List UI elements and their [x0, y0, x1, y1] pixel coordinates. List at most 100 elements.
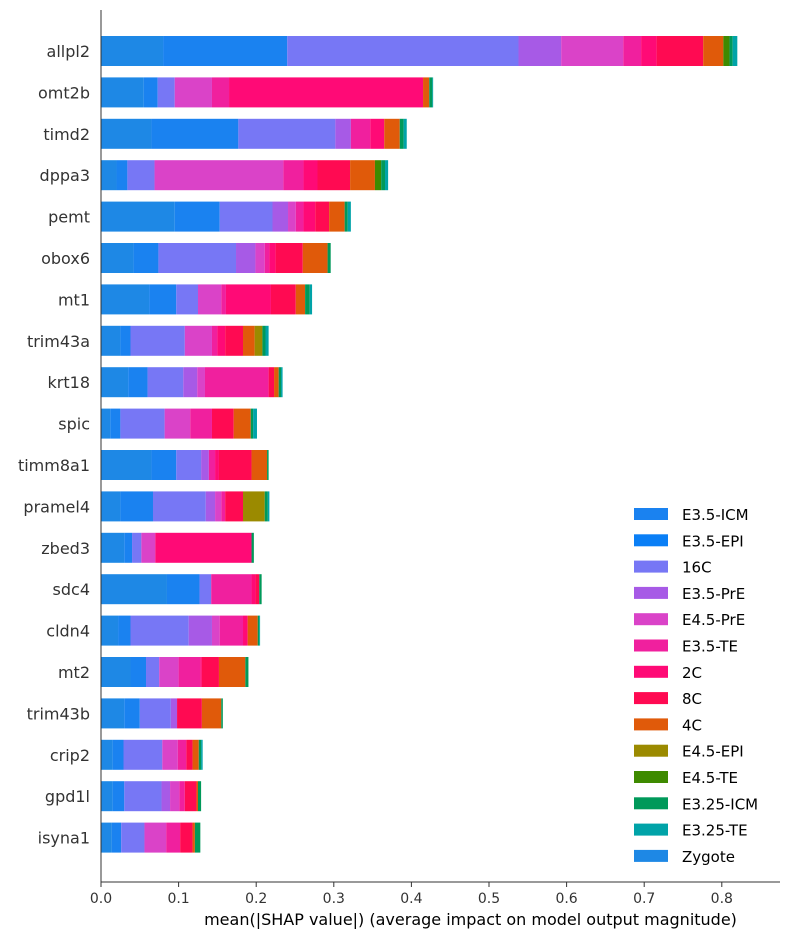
bar-segment-zbed3-E3.5-ICM [124, 532, 133, 563]
bar-segment-trim43b-E3.25-ICM [221, 698, 223, 729]
bar-segment-trim43b-Zygote [101, 698, 125, 729]
bar-segment-cldn4-Zygote [101, 615, 119, 646]
bar-segment-mt2-Zygote [101, 657, 131, 687]
bar-segment-trim43a-E4.5-PrE [184, 325, 212, 356]
bar-segment-pemt-16C [219, 201, 273, 232]
legend-label: E3.25-ICM [682, 795, 758, 813]
bar-segment-timd2-E3.25-ICM [399, 118, 404, 149]
bar-segment-dppa3-E4.5-PrE [154, 160, 284, 191]
bar-segment-obox6-E3.5-ICM [133, 243, 159, 273]
bar-segment-gpd1l-E3.5-PrE [161, 781, 171, 812]
y-tick-label: dppa3 [40, 166, 90, 185]
bar-segment-pramel4-16C [152, 491, 206, 522]
bar-segment-isyna1-E3.5-ICM [111, 822, 122, 853]
bar-segment-gpd1l-E3.25-ICM [198, 781, 202, 812]
bar-segment-trim43a-Zygote [101, 325, 121, 356]
legend-label: E3.5-ICM [682, 506, 749, 524]
legend-swatch [634, 665, 668, 678]
bar-segment-gpd1l-4C [196, 781, 198, 812]
bar-segment-timm8a1-4C [251, 450, 268, 480]
bar-segment-omt2b-2C [229, 77, 424, 108]
bar-segment-crip2-16C [123, 739, 163, 770]
bar-segment-timd2-2C [370, 118, 385, 149]
bar-segment-dppa3-2C [303, 160, 318, 191]
bar-segment-obox6-E4.5-PrE [255, 243, 265, 273]
bar-segment-dppa3-E3.25-ICM [381, 160, 386, 191]
bar-segment-obox6-4C [302, 243, 328, 273]
y-tick-label: spic [58, 415, 90, 434]
y-tick-label: cldn4 [46, 622, 90, 641]
bar-segment-sdc4-Zygote [101, 574, 167, 605]
bar-segment-krt18-E3.25-ICM [278, 367, 282, 398]
x-tick-label: 0.8 [711, 891, 733, 907]
bar-segment-crip2-4C [192, 739, 199, 770]
bar-segment-allpl2-2C [641, 36, 657, 66]
bar-segment-zbed3-Zygote [101, 532, 125, 563]
x-tick-label: 0.5 [478, 891, 500, 907]
bar-segment-gpd1l-E3.5-TE [179, 781, 185, 812]
bar-segment-cldn4-2C [243, 615, 248, 646]
bar-segment-krt18-Zygote [101, 367, 129, 398]
legend-swatch [634, 613, 668, 626]
bar-segment-timm8a1-Zygote [101, 450, 152, 480]
bar-segment-pemt-E4.5-PrE [288, 201, 296, 232]
bar-segment-crip2-E3.5-TE [177, 739, 187, 770]
bar-segment-sdc4-E3.5-ICM [166, 574, 200, 605]
bar-segment-omt2b-16C [157, 77, 175, 108]
bar-segment-mt1-Zygote [101, 284, 150, 315]
bar-segment-timd2-E3.5-ICM [151, 118, 239, 149]
bar-segment-omt2b-E3.25-TE [432, 77, 434, 108]
bar-segment-omt2b-E4.5-PrE [174, 77, 212, 108]
bar-segment-obox6-E3.5-TE [264, 243, 270, 273]
y-tick-label: isyna1 [38, 829, 90, 848]
bar-segment-omt2b-E3.5-ICM [143, 77, 158, 108]
bar-segment-zbed3-16C [132, 532, 142, 563]
bar-segment-cldn4-E3.25-TE [259, 615, 261, 646]
bar-segment-crip2-Zygote [101, 739, 113, 770]
bar-segment-pramel4-E3.5-ICM [120, 491, 153, 522]
bar-segment-krt18-E3.5-TE [204, 367, 269, 398]
bar-segment-mt2-E3.5-TE [178, 657, 201, 687]
y-tick-label: mt1 [58, 290, 90, 309]
bar-segment-gpd1l-8C [184, 781, 197, 812]
bar-segment-crip2-E4.5-PrE [162, 739, 178, 770]
bar-segment-spic-E3.5-ICM [110, 408, 121, 439]
bar-segment-dppa3-E3.5-TE [283, 160, 304, 191]
bar-segment-trim43b-E3.5-ICM [124, 698, 140, 729]
bar-segment-pramel4-E4.5-EPI [243, 491, 265, 522]
bar-segment-krt18-E3.5-ICM [128, 367, 148, 398]
x-tick-label: 0.0 [90, 891, 112, 907]
bar-segment-krt18-E3.5-PrE [183, 367, 198, 398]
bar-segment-pramel4-8C [225, 491, 244, 522]
legend-label: E3.5-TE [682, 638, 738, 656]
bar-segment-krt18-4C [274, 367, 279, 398]
bar-segment-mt1-2C [225, 284, 271, 315]
bar-segment-pemt-E3.25-TE [347, 201, 351, 232]
bar-segment-sdc4-E3.25-ICM [259, 574, 262, 605]
bar-segment-isyna1-8C [180, 822, 193, 853]
bar-segment-omt2b-E3.25-ICM [429, 77, 433, 108]
bar-segment-krt18-E4.5-PrE [197, 367, 205, 398]
bar-segment-timd2-E3.5-TE [350, 118, 371, 149]
bar-segment-cldn4-E3.5-PrE [188, 615, 212, 646]
bar-segment-dppa3-Zygote [101, 160, 117, 191]
bar-segment-isyna1-E4.5-PrE [144, 822, 167, 853]
bar-segment-mt1-E4.5-PrE [198, 284, 222, 315]
bar-segment-pemt-E3.5-TE [295, 201, 304, 232]
legend-swatch [634, 639, 668, 652]
legend-swatch [634, 560, 668, 573]
legend-label: 2C [682, 664, 702, 682]
legend-swatch [634, 823, 668, 836]
bar-segment-allpl2-8C [656, 36, 704, 66]
bar-segment-mt2-8C [201, 657, 219, 687]
bar-segment-spic-Zygote [101, 408, 111, 439]
bar-segment-timm8a1-16C [176, 450, 202, 480]
bar-segment-mt2-E4.5-PrE [159, 657, 179, 687]
bar-segment-mt1-E3.5-TE [221, 284, 226, 315]
y-tick-label: trim43b [27, 704, 90, 723]
x-tick-label: 0.7 [633, 891, 655, 907]
bar-segment-allpl2-16C [287, 36, 519, 66]
bar-segment-timm8a1-2C [215, 450, 219, 480]
legend-label: 16C [682, 559, 712, 577]
